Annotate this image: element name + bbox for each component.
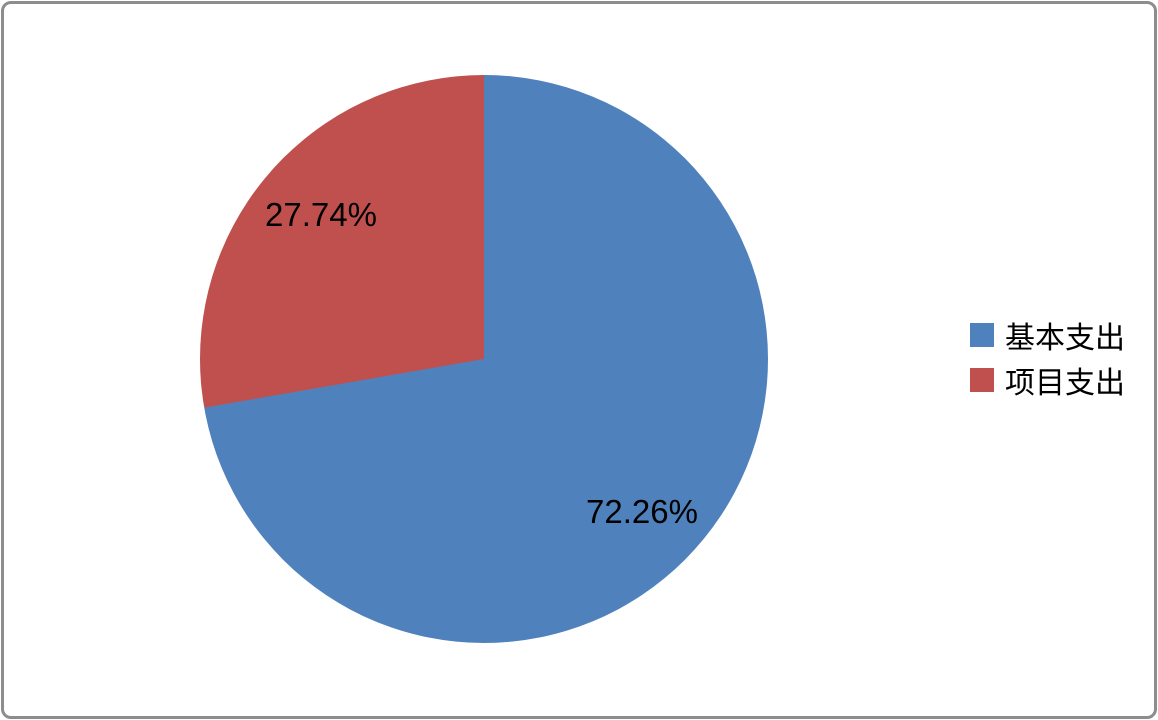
legend-swatch-project-icon: [970, 367, 994, 392]
legend-label-basic: 基本支出: [1005, 321, 1125, 355]
legend-label-project: 项目支出: [1005, 366, 1125, 400]
pie-slice-label-basic: 72.26%: [586, 493, 698, 530]
legend: 基本支出 项目支出: [970, 312, 1125, 402]
legend-swatch-basic-icon: [970, 322, 994, 347]
pie-slice-label-project: 27.74%: [265, 196, 377, 233]
legend-item-basic: 基本支出: [970, 312, 1125, 357]
pie-chart: [200, 75, 768, 643]
legend-item-project: 项目支出: [970, 357, 1125, 402]
